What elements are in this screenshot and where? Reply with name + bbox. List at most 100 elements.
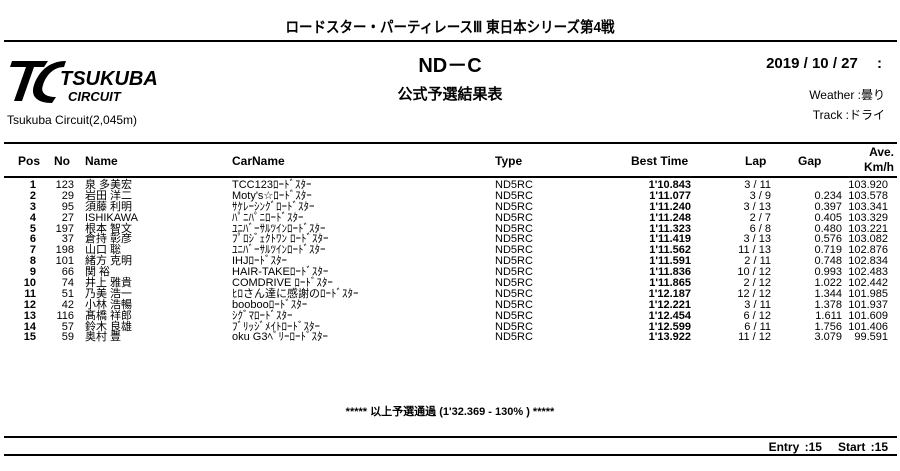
type-cell: ND5RC <box>495 200 533 213</box>
carname-cell: HAIR-TAKEﾛｰﾄﾞｽﾀｰ <box>232 266 329 279</box>
name-cell: 岩田 洋二 <box>85 189 133 202</box>
divider <box>4 436 897 438</box>
carname-cell: TCC123ﾛｰﾄﾞｽﾀｰ <box>232 179 312 191</box>
pos-cell: 6 <box>29 233 36 246</box>
name-cell: 関 裕 <box>85 266 111 279</box>
weather: Weather :曇り <box>809 88 885 102</box>
best-time-cell: 1'12.221 <box>648 298 691 311</box>
pos-cell: 3 <box>29 200 36 213</box>
best-time-cell: 1'11.865 <box>649 277 691 290</box>
table-row: 1 123 泉 多美宏 TCC123ﾛｰﾄﾞｽﾀｰ ND5RC 1'10.843 3 / 1… <box>0 180 900 191</box>
carname-cell: IHJﾛｰﾄﾞｽﾀｰ <box>232 255 287 268</box>
no-cell: 123 <box>55 179 74 191</box>
gap-cell: 1.378 <box>814 298 842 311</box>
best-time-cell: 1'10.843 <box>648 179 691 191</box>
gap-cell: 1.022 <box>814 277 842 290</box>
table-row: 15 59 奥村 豊 oku G3ﾍﾞﾘｰﾛｰﾄﾞｽﾀｰ ND5RC 1'13.922 11… <box>0 332 900 343</box>
gap-cell: 0.719 <box>814 244 842 257</box>
best-time-cell: 1'11.240 <box>649 200 691 213</box>
no-cell: 37 <box>61 233 74 246</box>
carname-cell: ﾌﾞﾘｯｼﾞﾒｲﾄﾛｰﾄﾞｽﾀｰ <box>232 320 320 333</box>
gap-cell: 3.079 <box>814 331 842 344</box>
tsukuba-circuit-logo: TSUKUBA CIRCUIT <box>8 55 208 112</box>
best-time-cell: 1'11.323 <box>649 222 691 235</box>
carname-cell: ﾕﾆﾊﾞｰｻﾙﾂｲﾝﾛｰﾄﾞｽﾀｰ <box>232 244 326 257</box>
lap-cell: 3 / 13 <box>743 233 771 246</box>
best-time-cell: 1'12.454 <box>648 309 691 322</box>
best-time-cell: 1'11.248 <box>649 211 691 224</box>
type-cell: ND5RC <box>495 179 533 191</box>
svg-text:TSUKUBA: TSUKUBA <box>60 68 158 90</box>
ave-cell: 103.329 <box>848 211 888 224</box>
circuit-name: Tsukuba Circuit(2,045m) <box>7 113 138 127</box>
lap-cell: 2 / 7 <box>749 211 771 224</box>
header-carname: CarName <box>232 154 285 168</box>
ave-cell: 103.221 <box>848 222 888 235</box>
lap-cell: 2 / 11 <box>744 255 771 268</box>
type-cell: ND5RC <box>495 233 533 246</box>
header-ave-line2: Km/h <box>864 160 894 174</box>
table-row: 10 74 井上 雅貴 COMDRIVE ﾛｰﾄﾞｽﾀｰ ND5RC 1'11.865 2 … <box>0 278 900 289</box>
ave-cell: 99.591 <box>854 331 888 344</box>
best-time-cell: 1'11.419 <box>649 233 691 246</box>
table-row: 6 37 倉持 彰彦 ﾌﾟﾛｼﾞｪｸﾄﾜﾝ ﾛｰﾄﾞｽﾀｰ ND5RC 1'11.419 3… <box>0 234 900 245</box>
gap-cell: 1.611 <box>815 309 842 322</box>
lap-cell: 3 / 9 <box>749 189 771 202</box>
name-cell: 山口 聡 <box>85 244 122 257</box>
lap-cell: 6 / 12 <box>743 309 771 322</box>
name-cell: 倉持 彰彦 <box>85 233 133 246</box>
ave-cell: 101.985 <box>848 287 888 300</box>
type-cell: ND5RC <box>495 255 533 268</box>
best-time-cell: 1'12.599 <box>648 320 691 333</box>
ave-cell: 102.442 <box>848 277 888 290</box>
no-cell: 198 <box>55 244 74 257</box>
best-time-cell: 1'11.591 <box>649 255 691 268</box>
best-time-cell: 1'12.187 <box>648 287 691 300</box>
name-cell: 奥村 豊 <box>85 331 122 344</box>
lap-cell: 12 / 12 <box>737 287 771 300</box>
no-cell: 101 <box>55 255 74 268</box>
start-count: Start :15 <box>837 440 888 454</box>
no-cell: 42 <box>61 298 74 311</box>
gap-cell: 0.397 <box>814 200 842 213</box>
name-cell: 井上 雅貴 <box>85 277 133 290</box>
table-row: 8 101 緒方 克明 IHJﾛｰﾄﾞｽﾀｰ ND5RC 1'11.591 2 / 11 0.… <box>0 256 900 267</box>
best-time-cell: 1'11.077 <box>649 189 691 202</box>
carname-cell: ﾌﾟﾛｼﾞｪｸﾄﾜﾝ ﾛｰﾄﾞｽﾀｰ <box>232 233 329 246</box>
carname-cell: ｼｸﾞﾏﾛｰﾄﾞｽﾀｰ <box>232 309 293 322</box>
header-best-time: Best Time <box>631 154 689 168</box>
ave-cell: 103.920 <box>848 179 888 191</box>
gap-cell: 0.405 <box>814 211 842 224</box>
pos-cell: 2 <box>29 189 36 202</box>
carname-cell: ﾕﾆﾊﾞｰｻﾙﾂｲﾝﾛｰﾄﾞｽﾀｰ <box>232 222 326 235</box>
gap-cell: 0.234 <box>814 189 842 202</box>
results-table: 1 123 泉 多美宏 TCC123ﾛｰﾄﾞｽﾀｰ ND5RC 1'10.843 3 / 1… <box>0 180 900 343</box>
ave-cell: 102.876 <box>848 244 888 257</box>
class-title: ND－C <box>418 55 482 77</box>
type-cell: ND5RC <box>495 244 533 257</box>
type-cell: ND5RC <box>495 189 533 202</box>
table-row: 13 116 髙橋 祥郎 ｼｸﾞﾏﾛｰﾄﾞｽﾀｰ ND5RC 1'12.454 6 / 12… <box>0 309 900 322</box>
header-pos: Pos <box>18 154 41 168</box>
type-cell: ND5RC <box>495 331 533 344</box>
table-row: 5 197 根本 智文 ﾕﾆﾊﾞｰｻﾙﾂｲﾝﾛｰﾄﾞｽﾀｰ ND5RC 1'11.323 6… <box>0 222 900 235</box>
pos-cell: 7 <box>29 244 36 257</box>
gap-cell: 0.748 <box>814 255 842 268</box>
ave-cell: 101.937 <box>848 298 888 311</box>
no-cell: 29 <box>61 189 74 202</box>
no-cell: 116 <box>56 309 74 322</box>
date: 2019 / 10 / 27 : <box>766 55 882 72</box>
pos-cell: 13 <box>23 309 36 322</box>
carname-cell: oku G3ﾍﾞﾘｰﾛｰﾄﾞｽﾀｰ <box>232 331 328 344</box>
gap-cell: 0.480 <box>814 222 842 235</box>
pos-cell: 14 <box>23 320 36 333</box>
no-cell: 27 <box>61 211 74 224</box>
type-cell: ND5RC <box>495 277 533 290</box>
pos-cell: 8 <box>29 255 36 268</box>
header-lap: Lap <box>745 154 767 168</box>
carname-cell: Moty's☆ﾛｰﾄﾞｽﾀｰ <box>232 189 312 202</box>
type-cell: ND5RC <box>495 298 533 311</box>
name-cell: 乃美 浩一 <box>85 287 133 300</box>
type-cell: ND5RC <box>495 320 533 333</box>
pos-cell: 5 <box>29 222 36 235</box>
